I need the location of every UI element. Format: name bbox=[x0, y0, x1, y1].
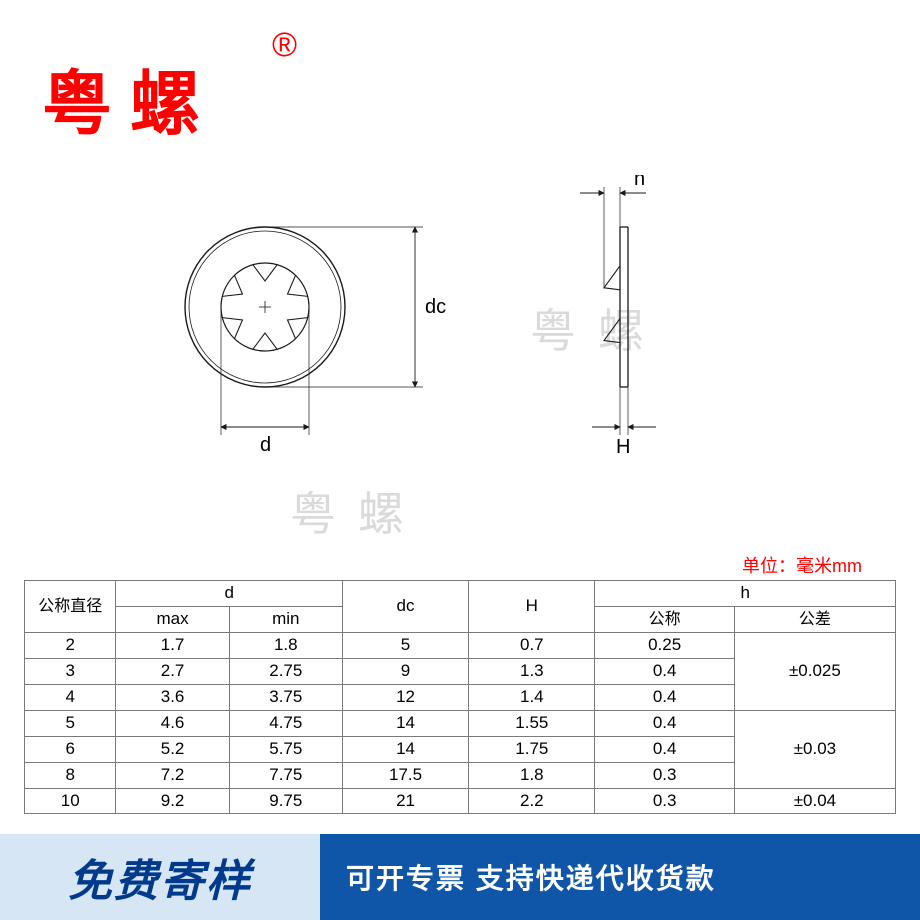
col-h-nominal: 公称 bbox=[595, 606, 734, 632]
table-row: 109.29.75212.20.3±0.04 bbox=[25, 788, 896, 814]
svg-text:dc: dc bbox=[425, 296, 446, 318]
col-d-min: min bbox=[229, 606, 342, 632]
svg-text:d: d bbox=[260, 434, 271, 456]
banner-free-sample: 免费寄样 bbox=[0, 834, 320, 920]
brand-logo: 粤螺 ® bbox=[42, 48, 218, 149]
svg-text:h: h bbox=[634, 175, 645, 190]
col-H: H bbox=[469, 581, 595, 633]
registered-icon: ® bbox=[272, 26, 297, 65]
watermark: 粤螺 bbox=[290, 478, 426, 544]
unit-label: 单位：毫米mm bbox=[742, 552, 862, 578]
logo-text: 粤螺 bbox=[42, 65, 218, 143]
spec-table: 公称直径 d dc H h max min 公称 公差 21.71.850.70… bbox=[24, 580, 896, 814]
col-nominal-diameter: 公称直径 bbox=[25, 581, 116, 633]
col-h-tolerance: 公差 bbox=[734, 606, 895, 632]
col-dc: dc bbox=[342, 581, 468, 633]
table-row: 54.64.75141.550.4±0.03 bbox=[25, 710, 896, 736]
col-d-max: max bbox=[116, 606, 229, 632]
col-group-d: d bbox=[116, 581, 342, 607]
svg-text:H: H bbox=[616, 436, 630, 458]
washer-diagram: dc d h H bbox=[130, 175, 830, 475]
banner-services: 可开专票 支持快递代收货款 bbox=[320, 834, 920, 920]
col-group-h: h bbox=[595, 581, 896, 607]
bottom-banner: 免费寄样 可开专票 支持快递代收货款 bbox=[0, 834, 920, 920]
table-row: 21.71.850.70.25±0.025 bbox=[25, 632, 896, 658]
